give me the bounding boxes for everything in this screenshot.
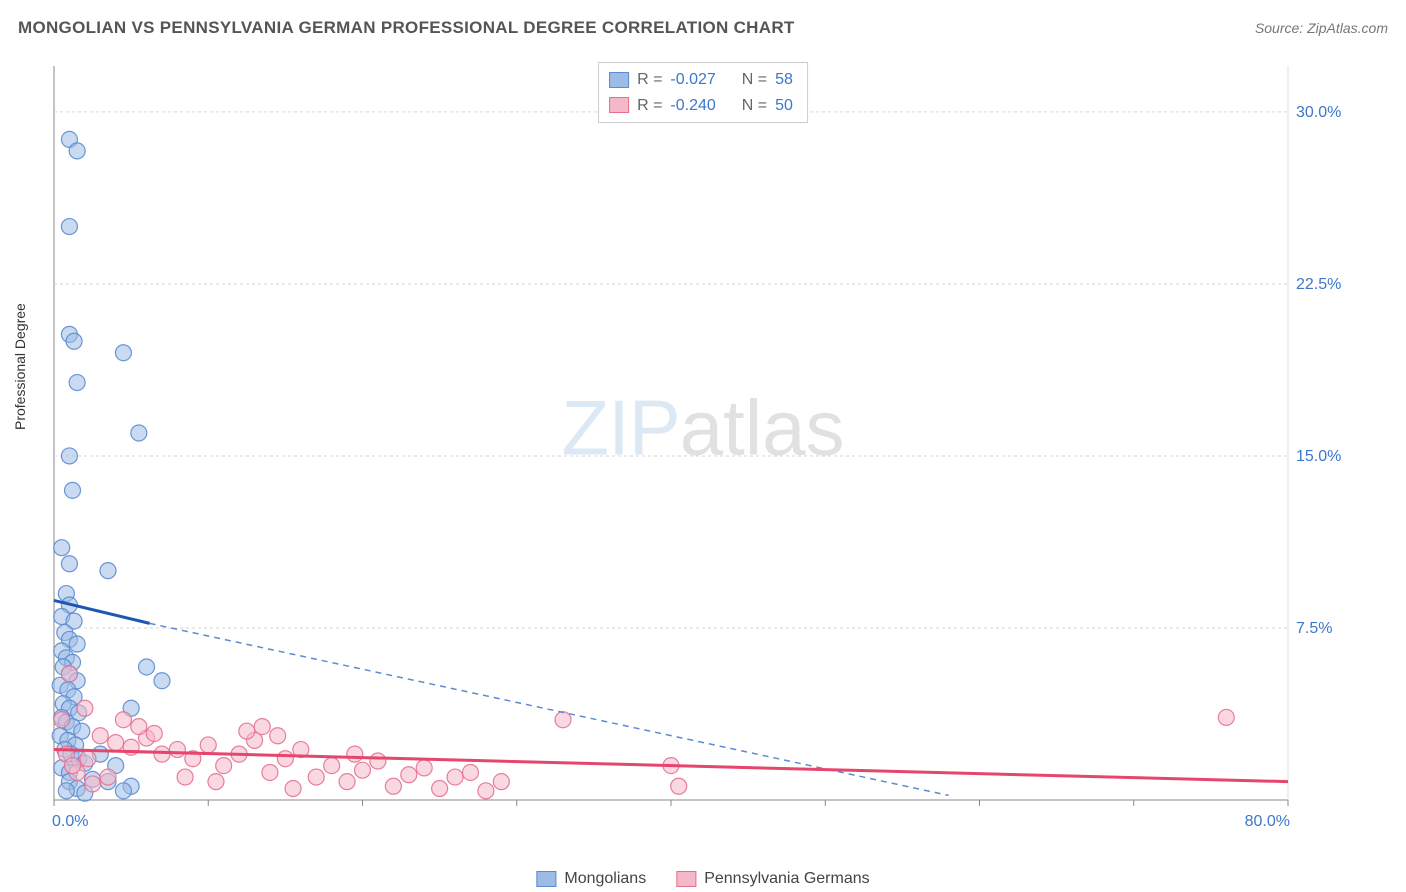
data-point (462, 764, 478, 780)
data-point (115, 345, 131, 361)
data-point (154, 746, 170, 762)
chart-title: MONGOLIAN VS PENNSYLVANIA GERMAN PROFESS… (18, 18, 795, 38)
data-point (61, 666, 77, 682)
n-label: N = (742, 93, 767, 119)
r-label: R = (637, 67, 662, 93)
data-point (339, 774, 355, 790)
data-point (432, 781, 448, 797)
y-tick-label: 30.0% (1296, 104, 1341, 121)
data-point (100, 769, 116, 785)
source-attribution: Source: ZipAtlas.com (1255, 20, 1388, 36)
y-tick-label: 15.0% (1296, 448, 1341, 465)
chart-plot-area: 7.5% 15.0% 22.5% 30.0% 0.0% 80.0% (48, 60, 1348, 840)
data-point (169, 742, 185, 758)
data-point (1218, 709, 1234, 725)
n-value: 58 (775, 67, 793, 93)
legend-swatch (609, 97, 629, 113)
y-tick-label: 7.5% (1296, 620, 1332, 637)
data-point (80, 751, 96, 767)
data-point (416, 760, 432, 776)
data-point (54, 712, 70, 728)
n-value: 50 (775, 93, 793, 119)
data-point (308, 769, 324, 785)
data-point (370, 753, 386, 769)
data-point (65, 482, 81, 498)
correlation-row: R = -0.027 N = 58 (609, 67, 793, 93)
legend-label: Pennsylvania Germans (704, 870, 869, 888)
data-point (61, 219, 77, 235)
data-point (216, 758, 232, 774)
data-point (108, 735, 124, 751)
data-point (66, 333, 82, 349)
r-value: -0.240 (670, 93, 715, 119)
data-point (493, 774, 509, 790)
data-point (69, 143, 85, 159)
data-point (131, 425, 147, 441)
n-label: N = (742, 67, 767, 93)
data-point (401, 767, 417, 783)
data-point (131, 719, 147, 735)
data-point (208, 774, 224, 790)
data-point (69, 636, 85, 652)
data-point (58, 783, 74, 799)
data-point (61, 556, 77, 572)
r-label: R = (637, 93, 662, 119)
data-point (100, 563, 116, 579)
data-point (146, 725, 162, 741)
legend-item: Mongolians (536, 870, 646, 888)
data-point (77, 700, 93, 716)
y-tick-label: 22.5% (1296, 276, 1341, 293)
data-point (61, 448, 77, 464)
data-point (239, 723, 255, 739)
legend-swatch (676, 871, 696, 887)
legend-item: Pennsylvania Germans (676, 870, 869, 888)
data-point (115, 712, 131, 728)
data-point (177, 769, 193, 785)
y-axis-label: Professional Degree (12, 303, 28, 430)
legend-swatch (609, 72, 629, 88)
legend-swatch (536, 871, 556, 887)
x-tick-label: 0.0% (52, 813, 88, 830)
correlation-legend: R = -0.027 N = 58 R = -0.240 N = 50 (598, 62, 808, 123)
data-point (69, 375, 85, 391)
data-point (139, 659, 155, 675)
correlation-row: R = -0.240 N = 50 (609, 93, 793, 119)
data-point (54, 540, 70, 556)
series-legend: Mongolians Pennsylvania Germans (536, 870, 869, 888)
data-point (65, 758, 81, 774)
data-point (478, 783, 494, 799)
data-point (555, 712, 571, 728)
data-point (154, 673, 170, 689)
x-tick-label: 80.0% (1245, 813, 1290, 830)
data-point (347, 746, 363, 762)
data-point (85, 776, 101, 792)
data-point (200, 737, 216, 753)
data-point (92, 728, 108, 744)
data-point (262, 764, 278, 780)
data-point (285, 781, 301, 797)
chart-svg: 7.5% 15.0% 22.5% 30.0% 0.0% 80.0% (48, 60, 1348, 840)
data-point (254, 719, 270, 735)
data-point (385, 778, 401, 794)
legend-label: Mongolians (564, 870, 646, 888)
data-point (277, 751, 293, 767)
data-point (270, 728, 286, 744)
data-point (671, 778, 687, 794)
data-point (324, 758, 340, 774)
data-point (447, 769, 463, 785)
trend-line (54, 750, 1288, 782)
data-point (355, 762, 371, 778)
data-point (115, 783, 131, 799)
r-value: -0.027 (670, 67, 715, 93)
